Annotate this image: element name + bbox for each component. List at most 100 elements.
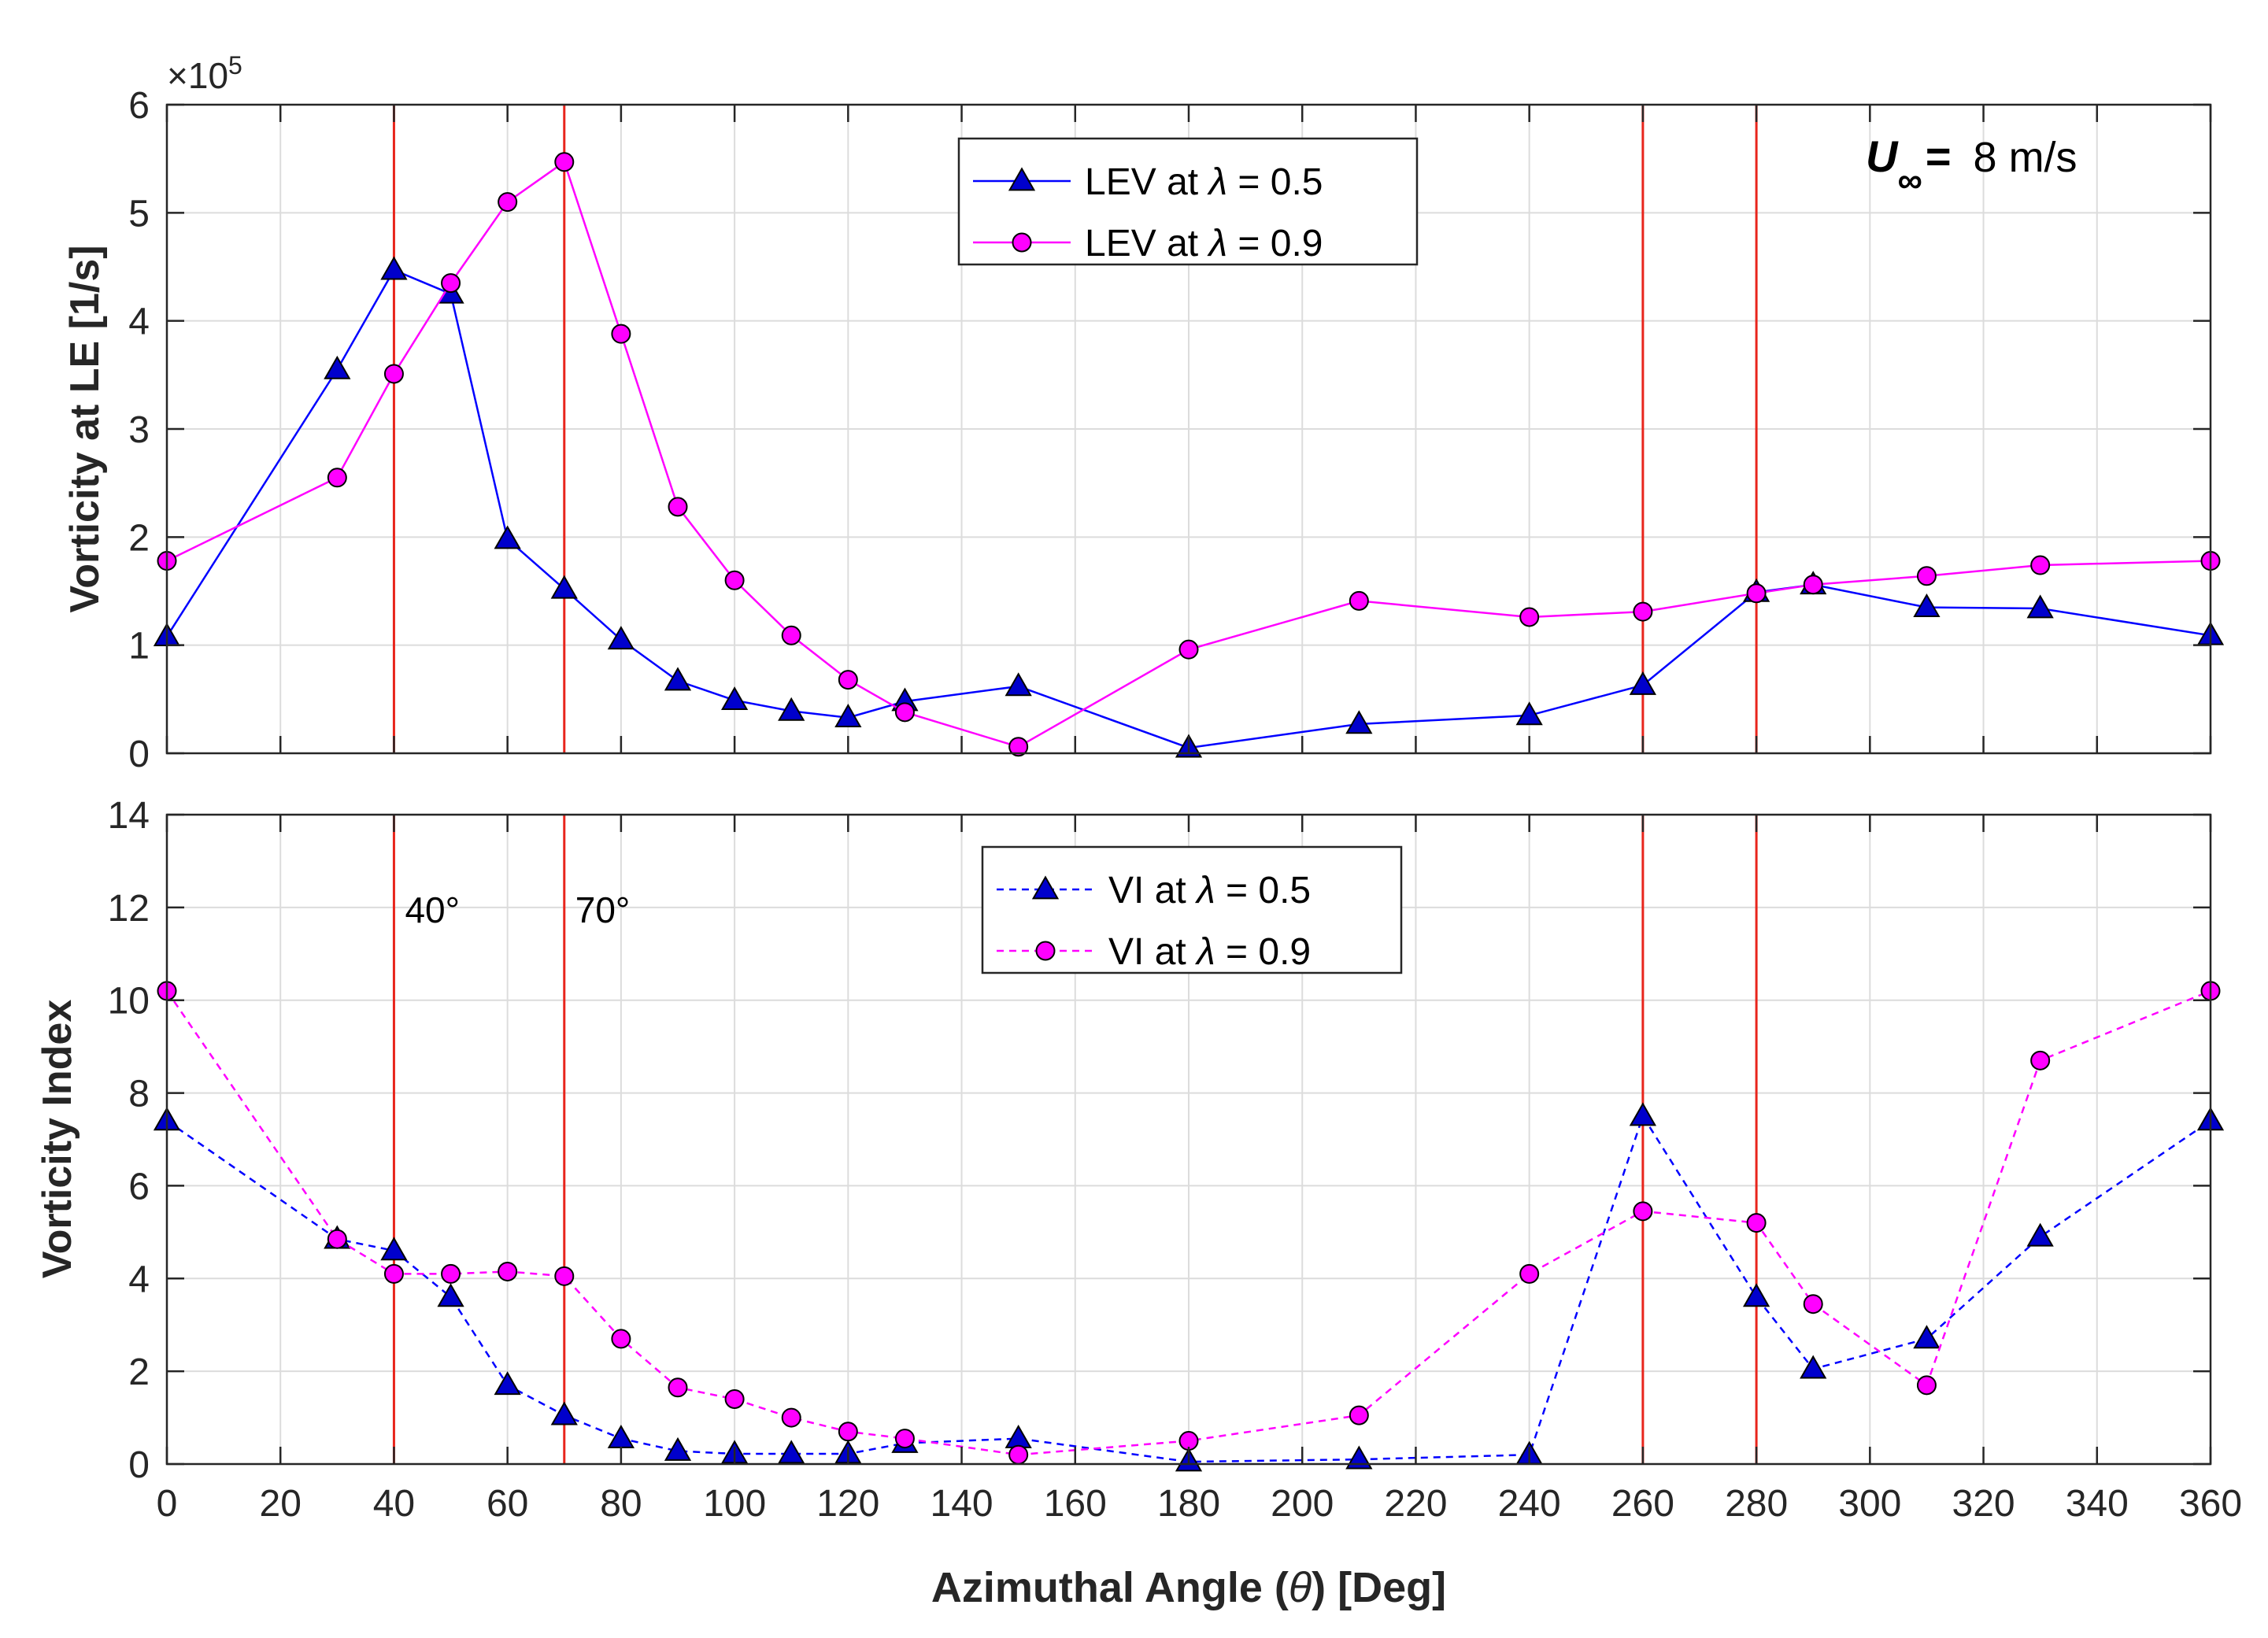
x-tick-label: 200 — [1271, 1483, 1334, 1525]
legend-entry-lev-0-9: LEV at λ = 0.9 — [973, 223, 1323, 264]
vertical-line-label-40: 40° — [405, 889, 460, 930]
x-tick-label: 60 — [487, 1483, 528, 1525]
data-point-circle — [441, 273, 461, 294]
multiplier-base: 10 — [188, 55, 228, 96]
data-point-triangle — [664, 1436, 692, 1461]
bottom-legend: VI at λ = 0.5 VI at λ = 0.9 — [981, 845, 1403, 974]
data-point-triangle — [778, 697, 805, 721]
data-point-circle — [1519, 607, 1540, 627]
data-point-circle — [894, 1429, 915, 1449]
data-point-circle — [1633, 1201, 1653, 1222]
multiplier-times: × — [167, 55, 188, 96]
x-tick-label: 360 — [2179, 1483, 2242, 1525]
data-point-circle — [668, 1377, 688, 1398]
x-tick-label: 280 — [1725, 1483, 1788, 1525]
y-tick-label: 10 — [108, 981, 150, 1022]
x-tick-label: 220 — [1384, 1483, 1447, 1525]
data-point-circle — [2030, 1050, 2051, 1070]
data-point-triangle — [2026, 594, 2054, 619]
velocity-value: 8 m/s — [1974, 134, 2077, 181]
data-point-circle — [1746, 583, 1767, 604]
top-y-multiplier: ×105 — [167, 51, 242, 96]
data-point-triangle — [1345, 1445, 1373, 1470]
data-point-circle — [1349, 590, 1369, 611]
data-point-circle — [1916, 566, 1937, 586]
bottom-panel: 0 2 4 6 8 10 12 14 0 20 40 60 80 100 120 140 160 180 200 2… — [35, 795, 2242, 1611]
y-tick-label: 4 — [128, 301, 150, 343]
legend-marker-circle — [1012, 232, 1032, 253]
x-tick-label: 160 — [1044, 1483, 1107, 1525]
data-point-circle — [838, 670, 858, 690]
y-tick-label: 1 — [128, 626, 150, 667]
data-point-circle — [1746, 1213, 1767, 1233]
x-tick-label: 120 — [816, 1483, 879, 1525]
data-point-triangle — [550, 575, 578, 599]
top-ticks — [165, 103, 2212, 755]
legend-marker-triangle — [1031, 875, 1060, 900]
data-point-triangle — [1800, 1355, 1827, 1379]
velocity-equals: = — [1926, 131, 1952, 181]
series-line — [165, 989, 2211, 1456]
data-point-circle — [781, 625, 801, 645]
y-tick-label: 12 — [108, 888, 150, 930]
y-tick-label: 3 — [128, 409, 150, 451]
legend-label-vi-0-5: VI at λ = 0.5 — [1108, 870, 1311, 911]
legend-entry-vi-0-9: VI at λ = 0.9 — [997, 931, 1311, 973]
data-point-triangle — [720, 686, 749, 711]
data-point-circle — [838, 1422, 858, 1442]
top-legend-box — [957, 137, 1419, 266]
y-tick-label: 0 — [128, 734, 150, 775]
x-tick-label: 80 — [600, 1483, 642, 1525]
data-point-circle — [894, 702, 915, 723]
data-point-triangle — [1742, 1283, 1770, 1307]
top-series — [153, 152, 2225, 758]
data-point-triangle — [494, 525, 521, 549]
vertical-line-label-70: 70° — [575, 889, 631, 930]
freestream-velocity-annotation: U∞= 8 m/s — [1866, 131, 2077, 200]
bottom-vertical-markers — [392, 815, 1758, 1464]
multiplier-exponent: 5 — [228, 51, 242, 79]
x-tick-label: 260 — [1611, 1483, 1674, 1525]
data-point-circle — [383, 364, 404, 384]
data-point-circle — [498, 1261, 518, 1281]
data-point-circle — [1633, 601, 1653, 622]
data-point-triangle — [607, 626, 635, 650]
data-point-circle — [327, 1229, 347, 1249]
data-point-circle — [1916, 1375, 1937, 1396]
data-point-circle — [1519, 1263, 1540, 1284]
data-point-triangle — [664, 667, 692, 691]
data-point-circle — [554, 152, 575, 172]
series-line — [166, 1114, 2211, 1463]
data-point-circle — [611, 324, 631, 344]
data-point-triangle — [2026, 1222, 2054, 1247]
legend-entry-vi-0-5: VI at λ = 0.5 — [997, 870, 1311, 911]
data-point-circle — [2030, 555, 2051, 575]
legend-marker-triangle — [1008, 167, 1036, 191]
data-point-circle — [1803, 1294, 1823, 1314]
data-point-triangle — [437, 1283, 464, 1307]
bottom-y-axis-label: Vorticity Index — [35, 1000, 80, 1279]
y-tick-label: 6 — [128, 1166, 150, 1207]
x-tick-label: 300 — [1838, 1483, 1901, 1525]
legend-label-lev-0-9: LEV at λ = 0.9 — [1085, 223, 1323, 264]
velocity-symbol: U — [1866, 131, 1899, 181]
data-point-triangle — [1005, 672, 1032, 697]
x-tick-label: 180 — [1157, 1483, 1220, 1525]
y-tick-label: 0 — [128, 1444, 150, 1486]
data-point-circle — [724, 1389, 745, 1409]
x-tick-label: 40 — [373, 1483, 415, 1525]
data-point-circle — [781, 1407, 801, 1428]
y-tick-label: 8 — [128, 1074, 150, 1115]
y-tick-label: 2 — [128, 517, 150, 559]
data-point-triangle — [1515, 701, 1543, 726]
data-point-circle — [611, 1329, 631, 1349]
bottom-series — [153, 981, 2225, 1472]
velocity-subscript: ∞ — [1897, 161, 1922, 200]
y-tick-label: 5 — [128, 193, 150, 235]
data-point-circle — [1178, 639, 1199, 660]
y-tick-label: 6 — [128, 85, 150, 127]
top-legend: LEV at λ = 0.5 LEV at λ = 0.9 — [957, 137, 1419, 266]
data-point-triangle — [550, 1401, 578, 1425]
x-axis-label: Azimuthal Angle (θ) [Deg] — [931, 1564, 1446, 1611]
top-y-axis-label: Vorticity at LE [1/s] — [62, 245, 108, 612]
